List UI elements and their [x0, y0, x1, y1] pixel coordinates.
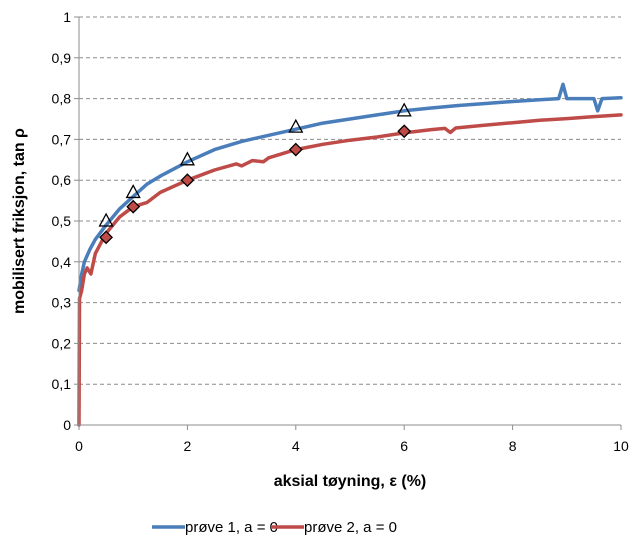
y-tick-label: 1 [63, 9, 71, 25]
series-line-2 [77, 113, 623, 427]
triangle-marker [288, 118, 304, 133]
y-tick-label: 0,7 [52, 131, 72, 147]
triangle-marker [396, 102, 412, 117]
y-tick-label: 0,5 [52, 213, 72, 229]
series-line-1 [77, 82, 623, 293]
series-lines [77, 82, 623, 427]
y-tick-label: 0,2 [52, 335, 72, 351]
y-tick-label: 0,4 [52, 254, 72, 270]
triangle-marker [179, 151, 195, 166]
gridlines [79, 16, 621, 385]
axes [74, 16, 622, 430]
x-tick-label: 2 [184, 438, 192, 454]
diamond-marker [397, 124, 412, 139]
x-tick-label: 0 [75, 438, 83, 454]
y-tick-label: 0 [63, 417, 71, 433]
x-tick-label: 10 [613, 438, 629, 454]
series-markers [98, 102, 412, 245]
x-tick-label: 4 [292, 438, 300, 454]
diamond-marker [126, 199, 141, 214]
legend-label-2: prøve 2, a = 0 [304, 519, 397, 536]
y-tick-label: 0,6 [52, 172, 72, 188]
x-axis-title: aksial tøyning, ε (%) [274, 473, 427, 490]
y-tick-label: 0,9 [52, 50, 72, 66]
triangle-marker [98, 212, 114, 227]
triangle-marker [125, 184, 141, 199]
legend: prøve 1, a = 0 prøve 2, a = 0 [152, 519, 397, 536]
legend-label-1: prøve 1, a = 0 [185, 519, 278, 536]
diamond-marker [180, 173, 195, 188]
y-axis-title: mobilisert friksjon, tan ρ [11, 128, 28, 314]
x-tick-label: 8 [509, 438, 517, 454]
tick-labels: 00,10,20,30,40,50,60,70,80,910 2 4 6 8 10 [52, 9, 629, 454]
diamond-marker [288, 142, 303, 157]
x-tick-label: 6 [400, 438, 408, 454]
y-tick-label: 0,8 [52, 91, 72, 107]
y-tick-label: 0,1 [52, 376, 72, 392]
diamond-marker [99, 230, 114, 245]
y-tick-label: 0,3 [52, 295, 72, 311]
